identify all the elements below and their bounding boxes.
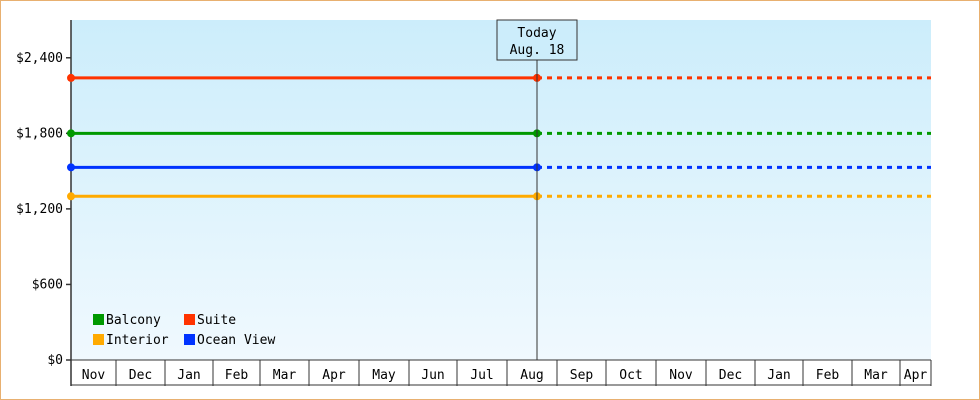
today-box	[496, 19, 578, 61]
today-date-label: Aug. 18	[510, 43, 565, 58]
legend-swatch-interior	[93, 334, 104, 345]
series-start-point-ocean-view	[67, 163, 75, 172]
legend-label-ocean-view: Ocean View	[197, 333, 275, 348]
series-start-point-balcony	[67, 129, 75, 138]
x-tick-label: May	[372, 368, 396, 383]
x-tick-label: Jun	[421, 368, 444, 383]
legend-label-suite: Suite	[197, 313, 236, 328]
legend-swatch-balcony	[93, 314, 104, 325]
x-tick-label: Jul	[470, 368, 493, 383]
legend-swatch-ocean-view	[184, 334, 195, 345]
x-tick-label: Jan	[767, 368, 790, 383]
x-tick-label: Mar	[864, 368, 888, 383]
y-tick-label: $2,400	[16, 51, 63, 66]
x-tick-label: Mar	[273, 368, 297, 383]
y-tick-label: $1,200	[16, 202, 63, 217]
today-label: Today	[517, 26, 556, 41]
x-tick-label: Oct	[619, 368, 642, 383]
x-tick-label: Apr	[904, 368, 928, 383]
x-tick-label: Dec	[719, 368, 742, 383]
y-tick-label: $600	[32, 277, 63, 292]
x-tick-label: Aug	[520, 368, 543, 383]
y-tick-label: $0	[47, 353, 63, 368]
x-tick-label: Feb	[225, 368, 249, 383]
x-tick-label: Apr	[322, 368, 346, 383]
series-start-point-suite	[67, 73, 75, 82]
x-tick-label: Sep	[570, 368, 594, 383]
x-tick-label: Jan	[177, 368, 200, 383]
legend-label-interior: Interior	[106, 333, 169, 348]
legend-label-balcony: Balcony	[106, 313, 161, 328]
x-tick-label: Nov	[669, 368, 693, 383]
legend-swatch-suite	[184, 314, 195, 325]
series-start-point-interior	[67, 192, 75, 201]
x-tick-label: Nov	[82, 368, 106, 383]
plot-area	[71, 20, 931, 360]
y-tick-label: $1,800	[16, 126, 63, 141]
x-tick-label: Feb	[816, 368, 840, 383]
x-tick-label: Dec	[129, 368, 152, 383]
